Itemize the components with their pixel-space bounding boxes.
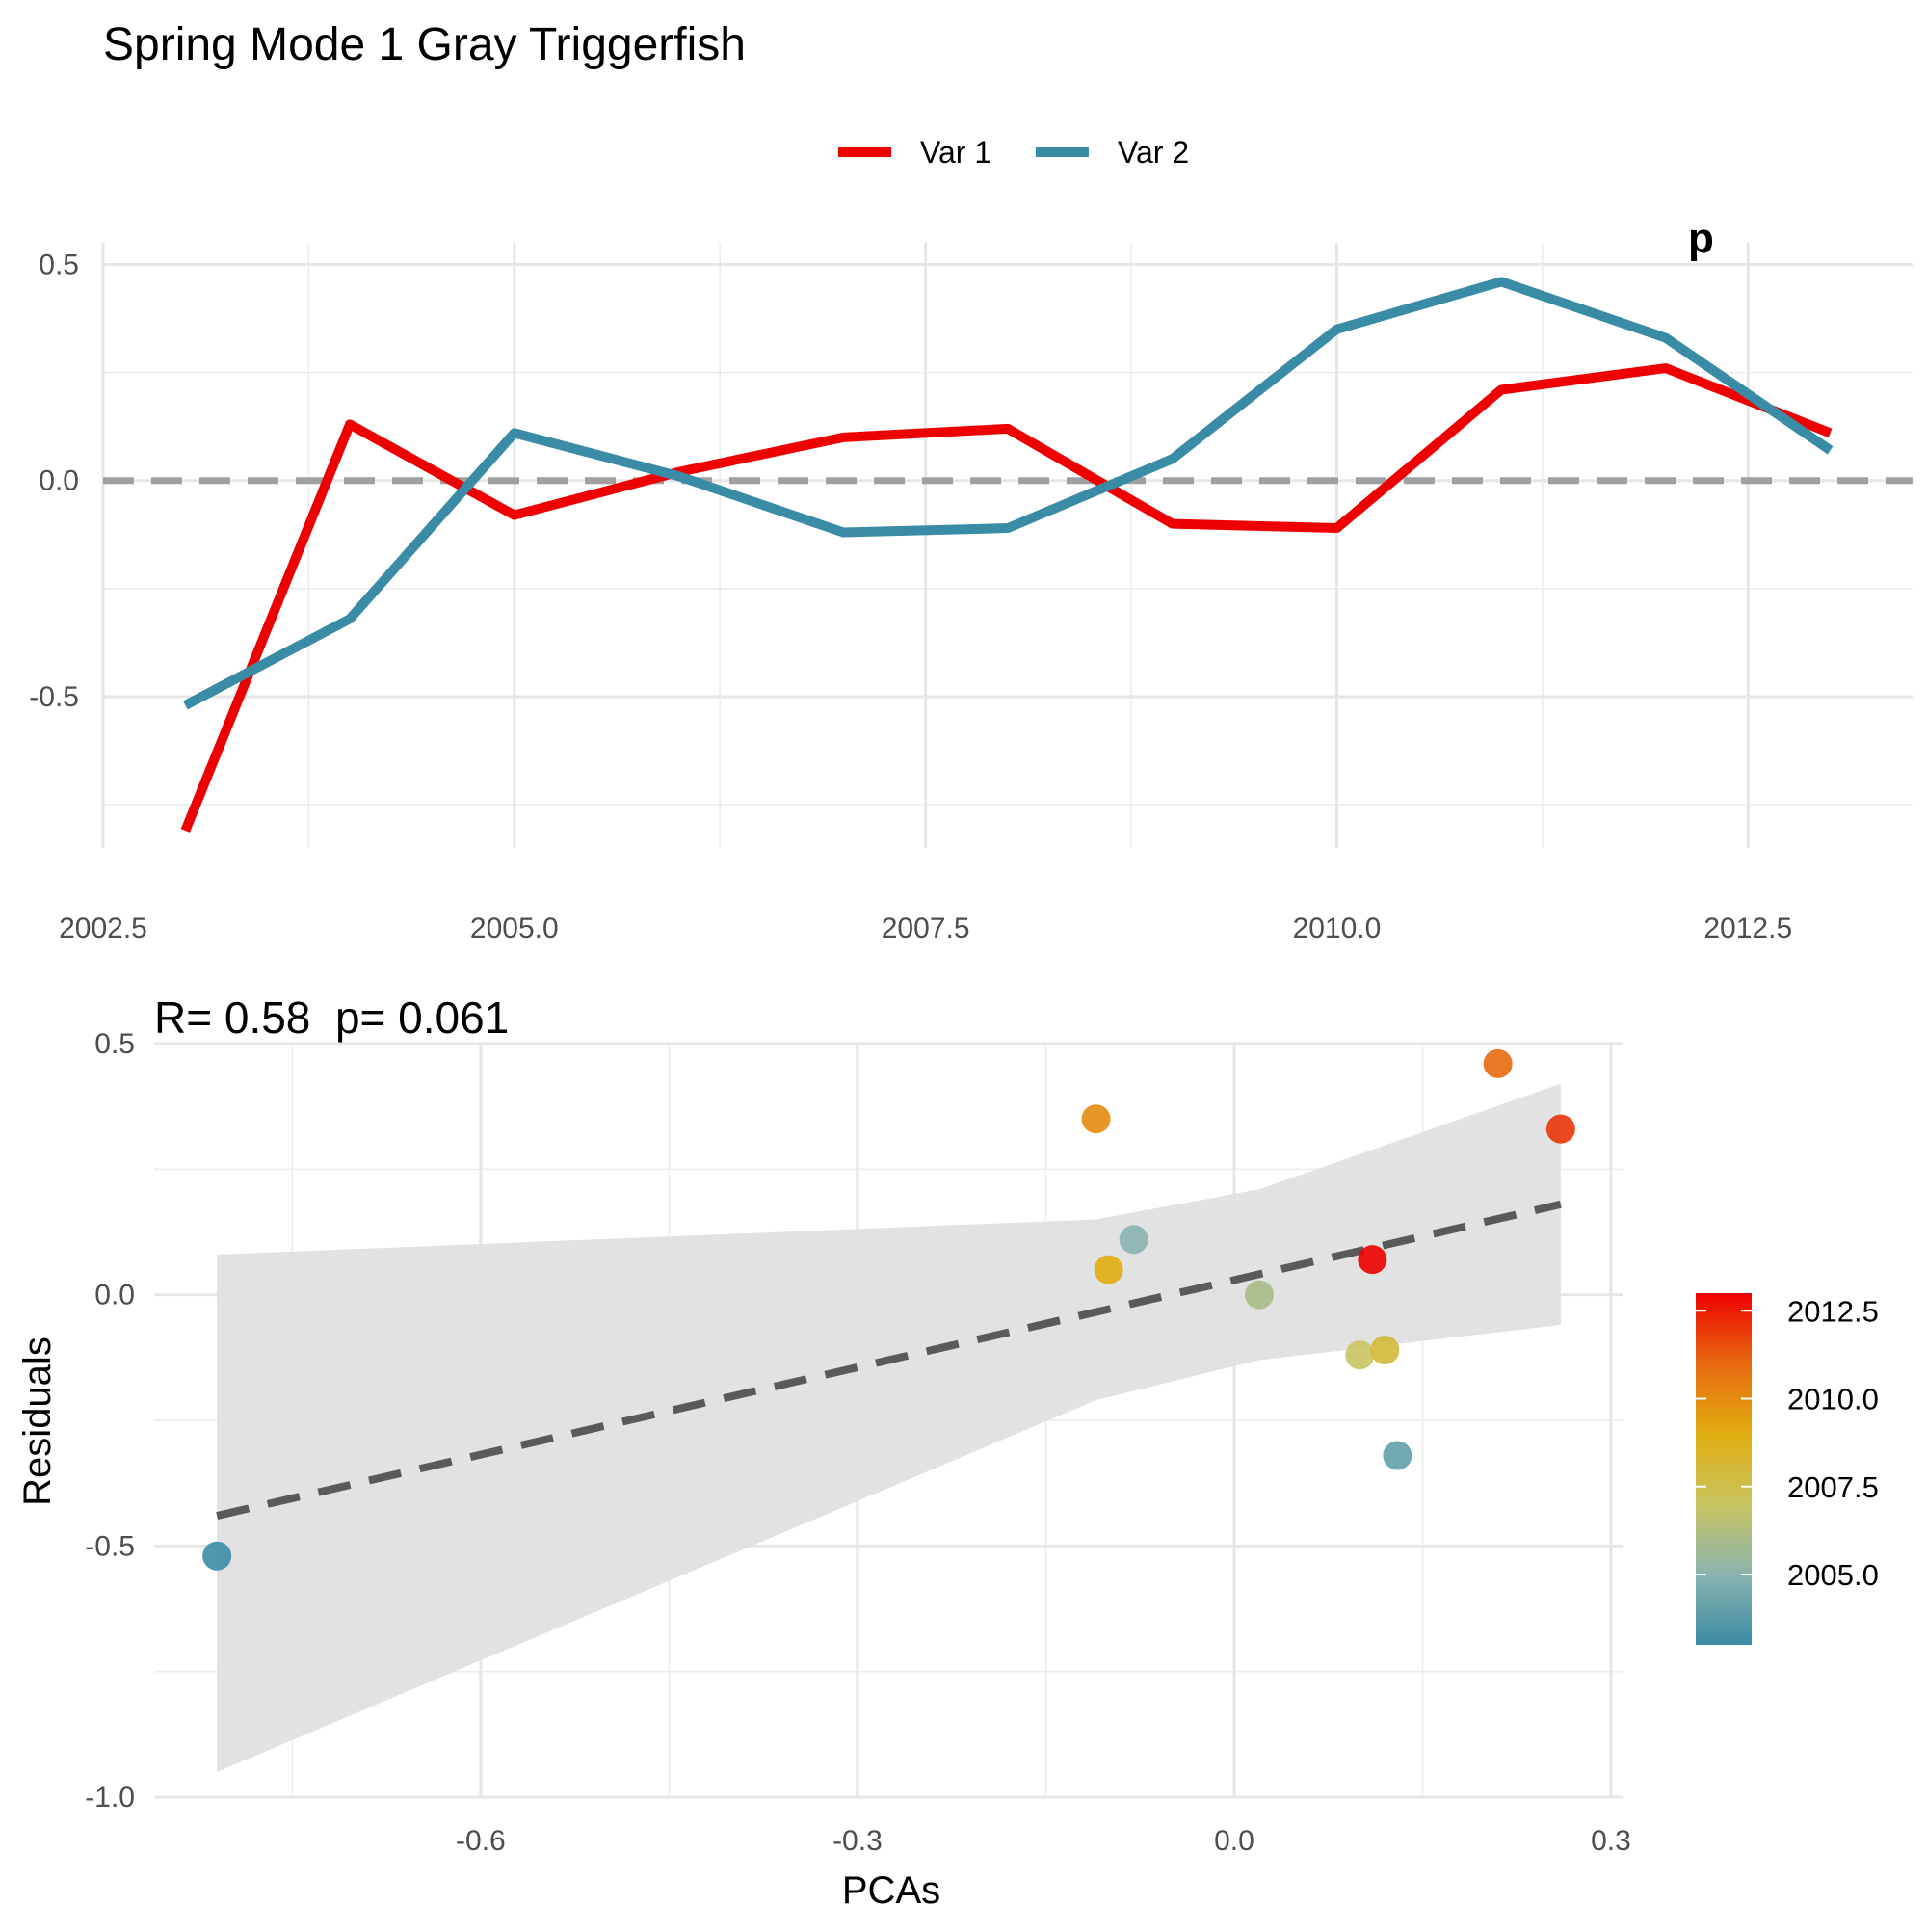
x-tick-label: 2012.5: [1703, 913, 1792, 944]
colorbar-tick-label: 2012.5: [1787, 1294, 1879, 1328]
scatter-point: [1383, 1441, 1412, 1470]
series-line-var-2: [183, 277, 1834, 710]
colorbar-tick-label: 2005.0: [1787, 1558, 1879, 1592]
x-tick-label: 2005.0: [470, 913, 559, 944]
x-tick-label: 2007.5: [882, 913, 970, 944]
scatter-y-label: Residuals: [16, 1337, 59, 1506]
x-tick-label: 2002.5: [59, 913, 147, 944]
scatter-point: [1358, 1245, 1387, 1275]
top-line-chart: 2002.5 2005.0 2007.5 2010.0 2012.5 -0.5 0.0 0.5…: [29, 215, 1913, 944]
colorbar-tick-label: 2010.0: [1787, 1383, 1879, 1416]
scatter-title: R= 0.58 p= 0.061: [154, 992, 509, 1043]
figure-title: Spring Mode 1 Gray Triggerfish: [103, 19, 746, 70]
x-tick-label: -0.6: [456, 1825, 506, 1857]
colorbar-gradient: [1696, 1293, 1752, 1645]
scatter-point: [202, 1541, 232, 1571]
scatter-point: [1345, 1340, 1375, 1370]
confidence-band: [217, 1083, 1561, 1772]
colorbar: 2005.0 2007.5 2010.0 2012.5: [1696, 1293, 1879, 1645]
x-tick-label: 0.0: [1214, 1825, 1254, 1857]
colorbar-tick-label: 2007.5: [1787, 1470, 1879, 1504]
partial-annotation: p: [1688, 215, 1714, 262]
y-tick-label: 0.5: [39, 249, 79, 280]
scatter-x-label: PCAs: [842, 1869, 940, 1912]
y-tick-label: 0.0: [94, 1280, 135, 1311]
bottom-scatter-chart: -0.6 -0.3 0.0 0.3 -1.0 -0.5 0.0 0.5: [85, 1028, 1631, 1857]
scatter-point: [1545, 1114, 1575, 1144]
scatter-point: [1119, 1225, 1148, 1255]
y-tick-label: -0.5: [29, 681, 79, 713]
scatter-point: [1370, 1336, 1400, 1365]
legend-label-2: Var 2: [1118, 135, 1189, 170]
scatter-point: [1081, 1104, 1111, 1134]
x-tick-label: 0.3: [1591, 1825, 1631, 1857]
scatter-point: [1245, 1280, 1275, 1310]
y-tick-label: 0.0: [39, 465, 79, 497]
y-tick-label: -0.5: [85, 1530, 135, 1562]
top-legend: Var 1 Var 2: [838, 135, 1189, 170]
legend-label-1: Var 1: [920, 135, 991, 170]
x-tick-label: 2010.0: [1293, 913, 1382, 944]
scatter-point: [1483, 1048, 1513, 1078]
scatter-point: [1094, 1255, 1123, 1284]
y-tick-label: -1.0: [85, 1782, 135, 1813]
y-tick-label: 0.5: [94, 1028, 135, 1060]
regression-line: [216, 1200, 1562, 1520]
series-line-var-1: [180, 363, 1833, 833]
x-tick-label: -0.3: [832, 1825, 883, 1857]
